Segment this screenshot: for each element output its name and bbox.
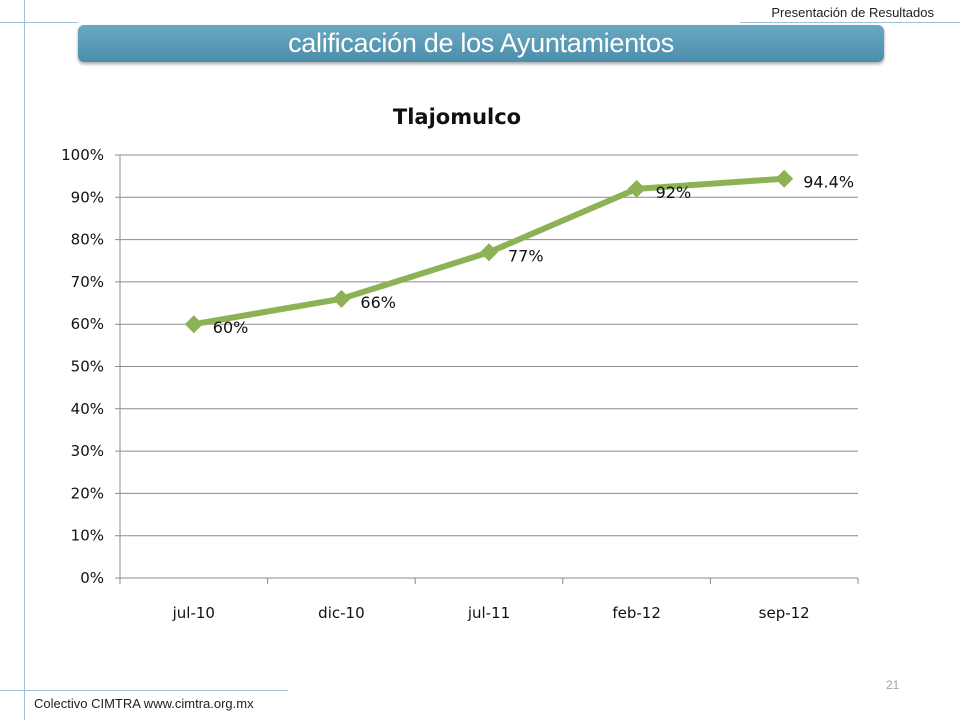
- y-tick-label: 20%: [71, 484, 104, 502]
- y-tick-label: 60%: [71, 315, 104, 333]
- data-label: 92%: [656, 183, 692, 202]
- x-tick-label: jul-11: [467, 604, 510, 622]
- x-tick-label: jul-10: [172, 604, 215, 622]
- y-tick-label: 30%: [71, 442, 104, 460]
- left-rule: [24, 0, 25, 720]
- y-axis-ticks: 0% 10% 20% 30% 40% 50% 60% 70% 80% 90% 100%: [61, 146, 104, 587]
- y-tick-label: 70%: [71, 273, 104, 291]
- series-layer: 60% 66% 77% 92% 94.4%: [184, 169, 854, 337]
- gridlines: [115, 154, 858, 579]
- y-tick-label: 80%: [71, 231, 104, 249]
- y-tick-label: 0%: [80, 569, 104, 587]
- x-tick-label: sep-12: [759, 604, 810, 622]
- data-label: 66%: [360, 293, 396, 312]
- page-number: 21: [886, 678, 900, 692]
- footer-source: Colectivo CIMTRA www.cimtra.org.mx: [34, 696, 254, 711]
- data-point-marker: [332, 289, 351, 308]
- data-point-marker: [480, 243, 498, 262]
- y-tick-label: 90%: [71, 188, 104, 206]
- data-point-marker: [627, 179, 646, 198]
- data-label: 77%: [508, 246, 544, 265]
- top-rule-right: [740, 22, 960, 23]
- chart-title: Tlajomulco: [393, 105, 521, 129]
- y-tick-label: 100%: [61, 146, 104, 164]
- bottom-rule: [0, 690, 288, 691]
- data-point-marker: [775, 169, 794, 188]
- x-axis-ticks: jul-10 dic-10 jul-11 feb-12 sep-12: [119, 578, 859, 622]
- data-label: 60%: [213, 318, 249, 337]
- x-tick-label: dic-10: [318, 604, 364, 622]
- y-tick-label: 50%: [71, 358, 104, 376]
- presentation-label: Presentación de Resultados: [771, 5, 934, 20]
- data-point-marker: [184, 315, 203, 334]
- top-rule-left: [0, 22, 78, 23]
- data-label: 94.4%: [803, 173, 854, 192]
- y-tick-label: 40%: [71, 400, 104, 418]
- x-tick-label: feb-12: [612, 604, 661, 622]
- y-tick-label: 10%: [71, 527, 104, 545]
- title-banner: calificación de los Ayuntamientos: [78, 25, 884, 62]
- banner-title: calificación de los Ayuntamientos: [288, 28, 674, 58]
